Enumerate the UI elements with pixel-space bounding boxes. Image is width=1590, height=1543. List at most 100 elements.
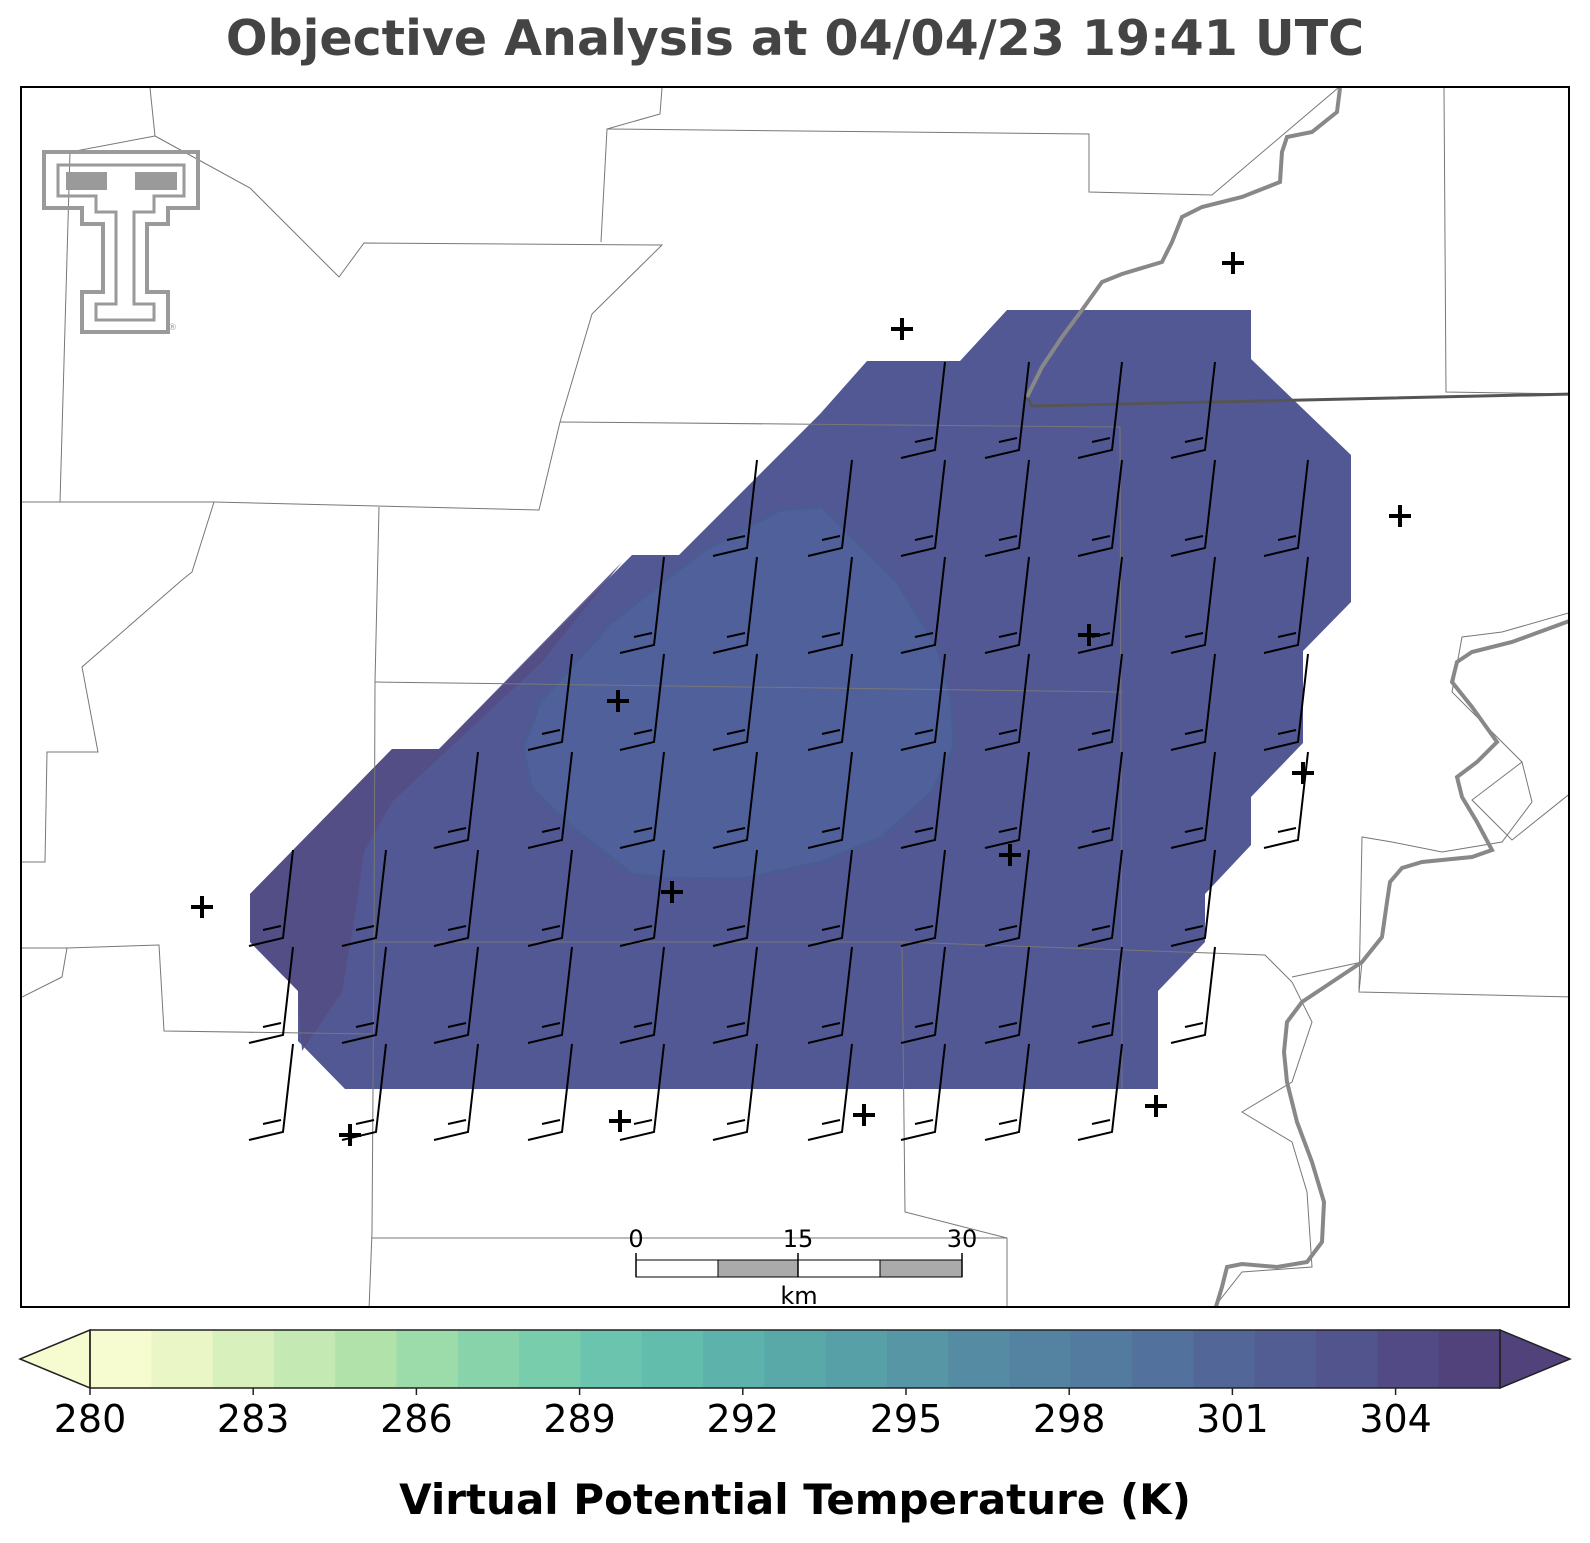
wind-barb [807,653,853,751]
wind-barb [433,751,479,849]
wind-barb [712,1043,758,1141]
wind-barb [984,361,1030,459]
station-marker [1222,252,1244,274]
station-marker [609,1110,631,1132]
station-marker [1389,505,1411,527]
wind-barb [433,946,479,1044]
colorbar-cell [1377,1330,1440,1388]
wind-barb [984,849,1030,947]
station-marker [1145,1095,1167,1117]
scale-tick-30: 30 [947,1225,978,1253]
wind-barb [341,849,387,947]
wind-barb [527,1043,573,1141]
map-canvas: ® 0 15 30 km [22,88,1568,1308]
colorbar-cell [212,1330,275,1388]
colorbar-cell [1132,1330,1195,1388]
river [1025,88,1568,1306]
wind-barb [712,459,758,557]
colorbar-cell [519,1330,582,1388]
colorbar-tick-label: 286 [380,1397,453,1440]
wind-barb [712,653,758,751]
colorbar-cell [457,1330,520,1388]
colorbar-cell [1316,1330,1378,1388]
colorbar-cell [580,1330,643,1388]
wind-barb [1077,459,1123,557]
wind-barb [1077,946,1123,1044]
scale-tick-0: 0 [628,1225,643,1253]
wind-barb [619,849,665,947]
station-marker [339,1124,361,1146]
colorbar-cell [273,1330,336,1388]
colorbar-cell [948,1330,1011,1388]
wind-barb [807,1043,853,1141]
wind-barb [1263,556,1309,654]
wind-barb [900,653,946,751]
station-marker [191,896,213,918]
colorbar-tick-label: 295 [870,1397,943,1440]
wind-barb [807,946,853,1044]
colorbar-cell [886,1330,949,1388]
wind-barb [900,849,946,947]
colorbar-frame [89,1329,1501,1389]
colorbar-tick-label: 292 [707,1397,780,1440]
map-title: Objective Analysis at 04/04/23 19:41 UTC [225,10,1365,67]
county-boundaries [22,88,1568,1306]
colorbar-cell [1254,1330,1317,1388]
colorbar-tick-label: 289 [543,1397,616,1440]
colorbar: 280 283 286 289 292 295 298 301 304 [18,1328,1572,1440]
wind-barb [619,653,665,751]
wind-barb [807,751,853,849]
colorbar-tick-label: 304 [1359,1397,1432,1440]
colorbar-cell [151,1330,214,1388]
colorbar-tick-label: 283 [217,1397,290,1440]
station-marker [853,1104,875,1126]
wind-barb [900,751,946,849]
colorbar-cell [641,1330,704,1388]
state-border [1025,392,1568,408]
wind-barb [807,459,853,557]
scale-unit: km [780,1282,817,1308]
wind-barb [527,751,573,849]
station-markers [191,252,1411,1146]
wind-barb [1170,751,1216,849]
colorbar-cell [825,1330,888,1388]
wind-barb [1077,1043,1123,1141]
wind-barb [1263,459,1309,557]
wind-barb [807,849,853,947]
wind-barb [527,653,573,751]
wind-barb [433,1043,479,1141]
wind-barb [984,1043,1030,1141]
wind-barb [1263,653,1309,751]
wind-barb [619,1043,665,1141]
wind-barb [1170,849,1216,947]
theta-v-darker-band [250,562,622,1051]
scale-bar: 0 15 30 km [628,1225,978,1308]
colorbar-tick-label: 298 [1033,1397,1106,1440]
wind-barb [341,946,387,1044]
wind-barb [1077,653,1123,751]
wind-barb [984,459,1030,557]
colorbar-cell [1070,1330,1133,1388]
station-marker [891,318,913,340]
map-panel: ® 0 15 30 km [20,86,1570,1308]
wind-barb [619,751,665,849]
wind-barb [900,361,946,459]
colorbar-cell [764,1330,827,1388]
colorbar-ticks: 280 283 286 289 292 295 298 301 304 [54,1388,1432,1440]
wind-barb [712,849,758,947]
wind-barb [900,556,946,654]
colorbar-tick-label: 280 [54,1397,127,1440]
wind-barb [712,946,758,1044]
double-t-logo: ® [42,150,200,334]
wind-barb [984,751,1030,849]
station-marker [1078,624,1100,646]
station-marker [999,844,1021,866]
wind-barb [984,556,1030,654]
wind-barb [527,849,573,947]
wind-barb [1170,361,1216,459]
wind-barb [900,1043,946,1141]
wind-barb [248,946,294,1044]
wind-barb [527,946,573,1044]
colorbar-max-extend [1499,1328,1572,1390]
wind-barb [248,849,294,947]
